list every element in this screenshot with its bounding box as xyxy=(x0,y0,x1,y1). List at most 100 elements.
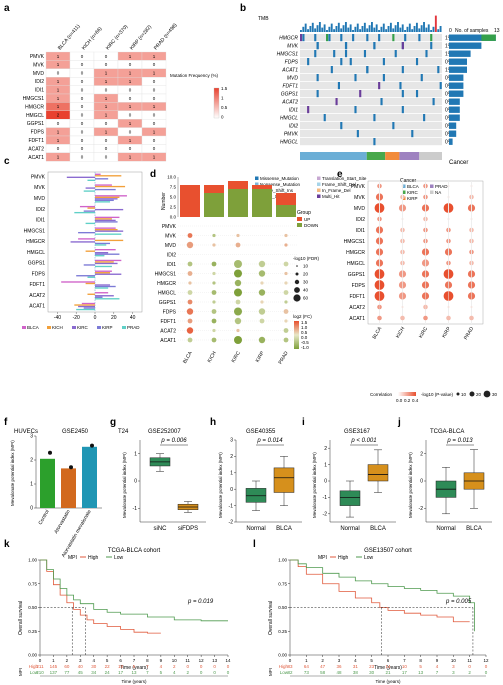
cell-label: 0 xyxy=(81,87,84,92)
fc-dot xyxy=(258,336,266,344)
mutation-cell xyxy=(418,34,421,42)
corr-dot xyxy=(423,315,428,321)
fc-dot xyxy=(186,241,194,249)
diff-bar xyxy=(95,233,122,235)
fc-dot xyxy=(186,308,194,315)
risk-count: 3 xyxy=(452,670,455,675)
up-bar xyxy=(252,185,272,189)
tmb-bar xyxy=(349,24,352,32)
risk-count: 30 xyxy=(91,664,97,669)
diff-bar xyxy=(78,238,95,240)
diff-bar xyxy=(61,281,95,283)
diff-bar xyxy=(95,244,107,246)
legend-swatch xyxy=(72,326,76,329)
tmb-bar xyxy=(333,29,336,32)
diff-bar xyxy=(70,241,95,243)
cell-label: 0 xyxy=(81,138,84,143)
cell-label: 0 xyxy=(129,146,132,151)
mutation-cell xyxy=(328,34,331,42)
legend-label: High xyxy=(338,555,349,561)
cell-label: 0 xyxy=(105,62,108,67)
y-tick-label: 7.5 xyxy=(170,185,177,190)
mutation-type-legend: Missense_Mutation Translation_Start_Site N… xyxy=(255,176,367,199)
tmb-bar xyxy=(368,25,371,32)
mutation-cell xyxy=(359,90,362,98)
panel-letter-l: l xyxy=(253,539,256,550)
risk-x-label: Time (years) xyxy=(375,679,401,684)
legend-label: BLCA xyxy=(407,184,419,189)
x-label: siNC xyxy=(154,526,168,532)
cell-label: 0 xyxy=(81,54,84,59)
tmb-bar xyxy=(328,26,331,32)
gene-label: ACAT1 xyxy=(281,68,298,74)
corr-dot xyxy=(400,315,405,321)
row-background xyxy=(300,50,442,58)
fc-dot xyxy=(211,309,217,314)
corr-gradient xyxy=(398,392,416,396)
gene-label: MVD xyxy=(34,196,46,202)
fc-dot xyxy=(236,233,240,238)
p-size-20 xyxy=(469,391,475,397)
tmb-bar xyxy=(397,22,399,32)
legend-label: Frame_Shift_Ins xyxy=(260,188,294,193)
p-tick-2: 30 xyxy=(492,392,498,397)
down-bar xyxy=(228,189,248,217)
cell-label: 0 xyxy=(153,96,156,101)
risk-count: 17 xyxy=(118,670,124,675)
cell-label: 1 xyxy=(153,71,156,76)
cell-label: 0 xyxy=(129,96,132,101)
tmb-bar xyxy=(316,25,319,32)
legend-swatch xyxy=(402,190,406,194)
gene-label: MVD xyxy=(165,243,177,249)
fc-dot xyxy=(258,289,266,296)
bar xyxy=(61,468,76,508)
title: GSE252007 xyxy=(148,429,181,435)
sample-bar xyxy=(449,130,457,137)
risk-count: 14 xyxy=(385,664,391,669)
row-label: HMGCL xyxy=(26,113,44,119)
sample-bar xyxy=(449,106,460,113)
row-background xyxy=(300,58,442,66)
cell-label: 0 xyxy=(105,138,108,143)
legend-label: PRAD xyxy=(435,184,448,189)
y-label: Mevalonate potential index (MPI) xyxy=(408,452,413,518)
gene-label: IDI1 xyxy=(289,108,298,114)
gene-label: HMGCL xyxy=(280,116,298,122)
x-tick-label: 0 xyxy=(289,658,292,663)
mutation-cell xyxy=(378,82,381,90)
diff-bar xyxy=(83,210,95,212)
risk-count: 73 xyxy=(304,670,310,675)
title: TCGA-BLCA cohort xyxy=(108,548,161,554)
fc-dot xyxy=(212,243,216,247)
y-tick-label: 0.75 xyxy=(28,581,37,586)
y-tick-label: 5.0 xyxy=(170,195,177,200)
x-label: PRAD xyxy=(278,350,290,365)
mutation-cell xyxy=(420,74,423,82)
sample-bar xyxy=(449,114,460,121)
box xyxy=(273,467,295,493)
fc-dot xyxy=(284,319,288,323)
cell-label: 1 xyxy=(105,104,108,109)
risk-count: 0 xyxy=(468,664,471,669)
cell-label: 0 xyxy=(81,129,84,134)
tmb-bars xyxy=(300,15,442,32)
gene-label: PMVK xyxy=(351,184,366,190)
tmb-bar xyxy=(359,29,362,32)
gene-percent: 0% xyxy=(445,92,453,98)
diff-bar xyxy=(95,255,105,257)
x-tick-label: 3 xyxy=(338,658,341,663)
fc-tick: 1.0 xyxy=(301,325,308,330)
corr-dot xyxy=(377,315,382,321)
x-label: Normal xyxy=(340,526,359,532)
sample-count-bars xyxy=(449,34,496,145)
gene-label: HMGCS1 xyxy=(155,271,177,277)
tmb-bar xyxy=(356,23,359,32)
down-label: DOWN xyxy=(304,223,318,228)
mutation-cell xyxy=(314,50,317,58)
mutation-cell xyxy=(349,58,352,66)
legend-title: MPI xyxy=(68,555,77,561)
cell-label: 0 xyxy=(105,155,108,160)
mutation-cell xyxy=(307,106,310,114)
gene-label: GGPS1 xyxy=(28,261,45,267)
fc-dot xyxy=(260,300,264,304)
